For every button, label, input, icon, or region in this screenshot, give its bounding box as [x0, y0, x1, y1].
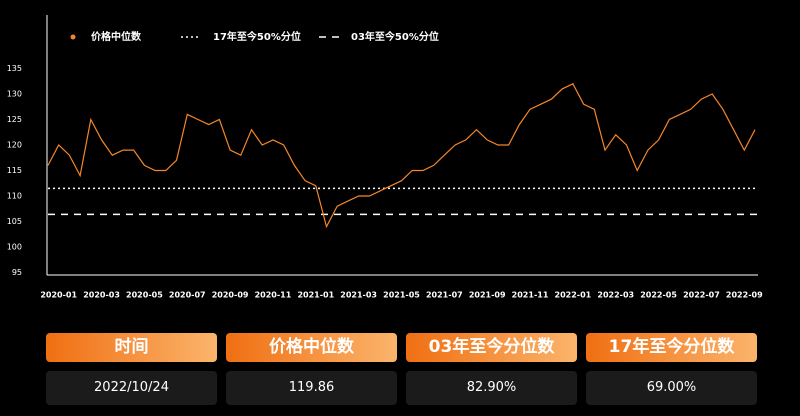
x-tick-label: 2021-05	[383, 291, 420, 300]
table-header: 03年至今分位数	[406, 333, 577, 362]
y-tick-label: 110	[7, 191, 22, 200]
table-header: 时间	[46, 333, 217, 362]
x-tick-label: 2020-11	[255, 291, 292, 300]
table-header: 价格中位数	[226, 333, 397, 362]
x-tick-label: 2020-01	[40, 291, 77, 300]
x-tick-label: 2020-03	[83, 291, 120, 300]
legend-label: 价格中位数	[91, 30, 142, 43]
chart: 95 100 105 110 115 120 125 130 135 2020-01 2020-03…	[7, 15, 763, 300]
x-tick-label: 2021-11	[512, 291, 549, 300]
x-tick-label: 2020-09	[212, 291, 249, 300]
x-tick-label: 2020-07	[169, 291, 206, 300]
x-tick-label: 2021-09	[469, 291, 506, 300]
x-tick-label: 2021-01	[297, 291, 334, 300]
price-line	[47, 83, 756, 229]
y-tick-label: 115	[7, 166, 22, 175]
y-tick-label: 130	[7, 90, 22, 99]
y-tick-label: 95	[12, 268, 22, 277]
x-tick-label: 2022-07	[683, 291, 720, 300]
y-tick-label: 125	[7, 115, 22, 124]
y-tick-label: 120	[7, 141, 22, 150]
x-tick-label: 2022-03	[597, 291, 634, 300]
x-tick-label: 2022-05	[640, 291, 677, 300]
table-cell: 119.86	[226, 371, 397, 405]
legend-label: 17年至今50%分位	[213, 30, 301, 43]
x-tick-label: 2021-07	[426, 291, 463, 300]
table-header: 17年至今分位数	[586, 333, 757, 362]
x-tick-label: 2020-05	[126, 291, 163, 300]
legend-label: 03年至今50%分位	[351, 30, 439, 43]
x-tick-label: 2022-01	[555, 291, 592, 300]
x-tick-label: 2022-09	[726, 291, 763, 300]
y-tick-label: 105	[7, 217, 22, 226]
legend-marker	[70, 34, 76, 40]
table-cell: 69.00%	[586, 371, 757, 405]
table-cell: 2022/10/24	[46, 371, 217, 405]
y-tick-label: 135	[7, 64, 22, 73]
y-tick-label: 100	[7, 242, 22, 251]
table-cell: 82.90%	[406, 371, 577, 405]
x-tick-label: 2021-03	[340, 291, 377, 300]
